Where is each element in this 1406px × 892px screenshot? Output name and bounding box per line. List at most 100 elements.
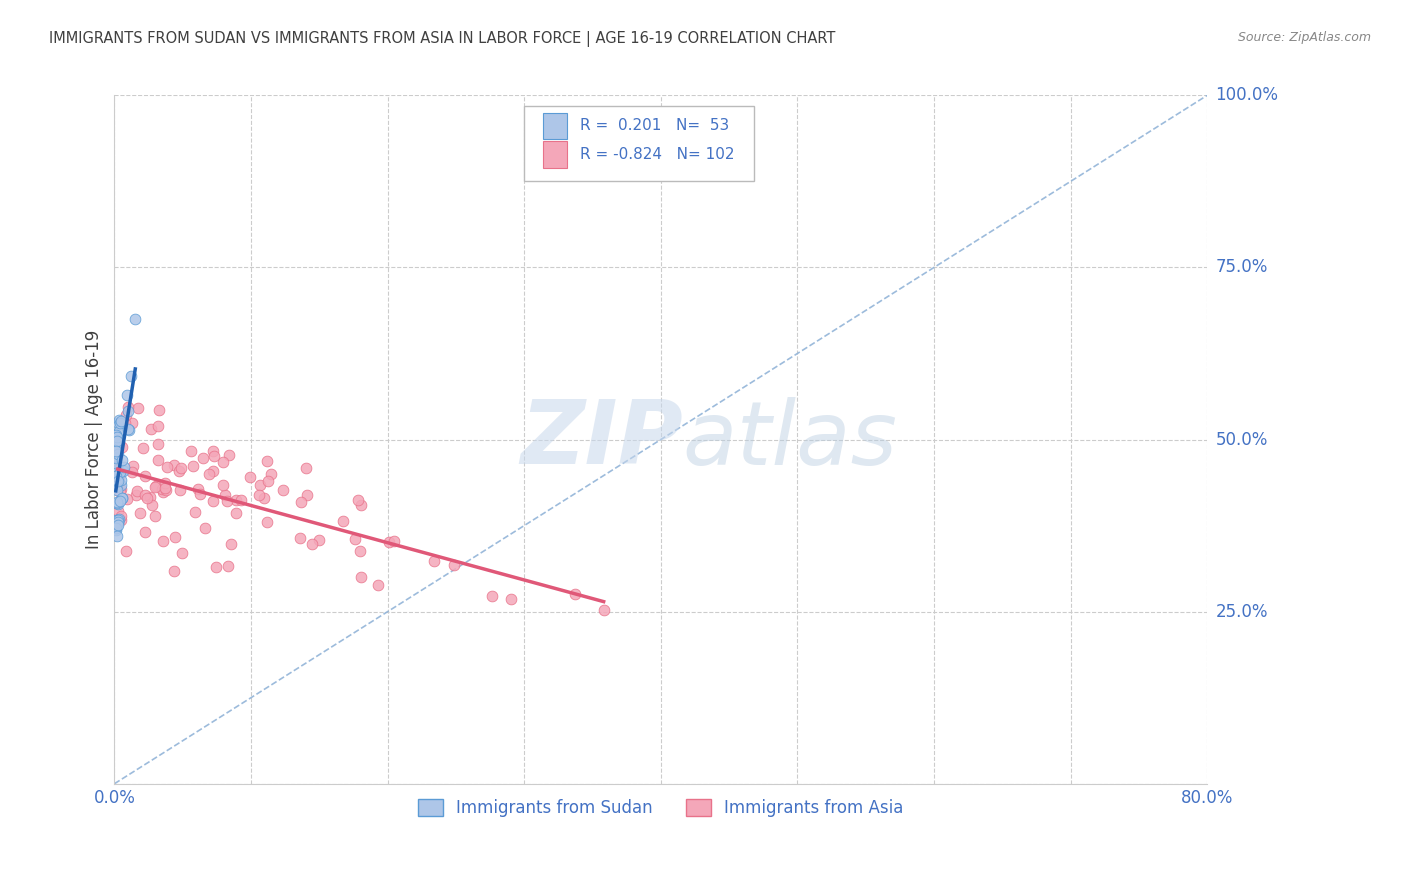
Point [108,494,131,508]
Point [187,482,209,496]
Text: Source: ZipAtlas.com: Source: ZipAtlas.com [1237,31,1371,45]
Point [218,448,240,462]
Point [115,408,138,422]
Point [145,479,167,493]
Point [564,587,586,601]
Point [382,533,405,548]
Point [350,498,373,512]
Point [105,434,128,449]
Point [107,463,129,477]
Point [193,451,215,466]
Point [120,369,142,384]
Point [107,511,129,525]
Point [152,485,174,500]
Point [260,467,283,481]
Point [104,460,127,475]
Point [247,487,270,501]
Point [153,475,176,490]
Point [117,388,139,402]
Point [288,531,311,545]
Text: ZIP: ZIP [520,396,683,483]
Point [107,496,129,510]
Point [110,482,132,496]
Y-axis label: In Labor Force | Age 16-19: In Labor Force | Age 16-19 [86,330,103,549]
Point [107,515,129,529]
Point [162,458,184,473]
Point [134,469,156,483]
Point [202,444,225,458]
Point [423,554,446,568]
Point [308,533,330,547]
Point [184,505,207,519]
Point [115,543,138,558]
Point [104,523,127,537]
Point [105,450,128,464]
Point [105,428,128,442]
Point [256,474,278,488]
Point [110,473,132,487]
Point [107,504,129,518]
FancyBboxPatch shape [543,142,567,168]
Point [141,498,163,512]
Point [295,460,318,475]
Point [367,578,389,592]
Point [481,590,503,604]
Point [225,506,247,520]
FancyBboxPatch shape [543,112,567,139]
Point [107,516,129,530]
Point [202,449,225,463]
Point [146,419,169,434]
Point [117,401,139,415]
Point [107,425,129,439]
Point [188,487,211,501]
Point [127,484,149,499]
Point [249,478,271,492]
Point [112,464,135,478]
Point [107,474,129,488]
Point [107,447,129,461]
Point [181,458,204,473]
Point [128,507,150,521]
Point [343,533,366,547]
Point [301,537,323,551]
Point [105,473,128,487]
Point [134,525,156,540]
Point [150,482,173,496]
Point [107,495,129,509]
Point [347,493,370,508]
Point [170,460,193,475]
Point [111,491,134,505]
Point [169,483,191,497]
Point [121,466,143,480]
Point [239,470,262,484]
Point [117,404,139,418]
Point [217,558,239,573]
Point [204,560,226,574]
Point [217,494,239,508]
Point [107,497,129,511]
Point [219,537,242,551]
Point [111,463,134,477]
Point [198,467,221,482]
Point [118,423,141,437]
Point [256,454,278,468]
Point [104,444,127,458]
Point [163,564,186,578]
Point [350,570,373,584]
Point [105,529,128,543]
Point [105,483,128,498]
Point [105,430,128,444]
Point [211,455,233,469]
Point [193,521,215,535]
Text: 50.0%: 50.0% [1216,431,1268,449]
Text: atlas: atlas [683,397,897,483]
Point [229,492,252,507]
Point [256,516,278,530]
Point [110,414,132,428]
Point [108,413,131,427]
Point [146,453,169,467]
Text: R =  0.201   N=  53: R = 0.201 N= 53 [579,118,730,133]
Point [117,421,139,435]
Point [134,487,156,501]
Point [225,493,247,508]
